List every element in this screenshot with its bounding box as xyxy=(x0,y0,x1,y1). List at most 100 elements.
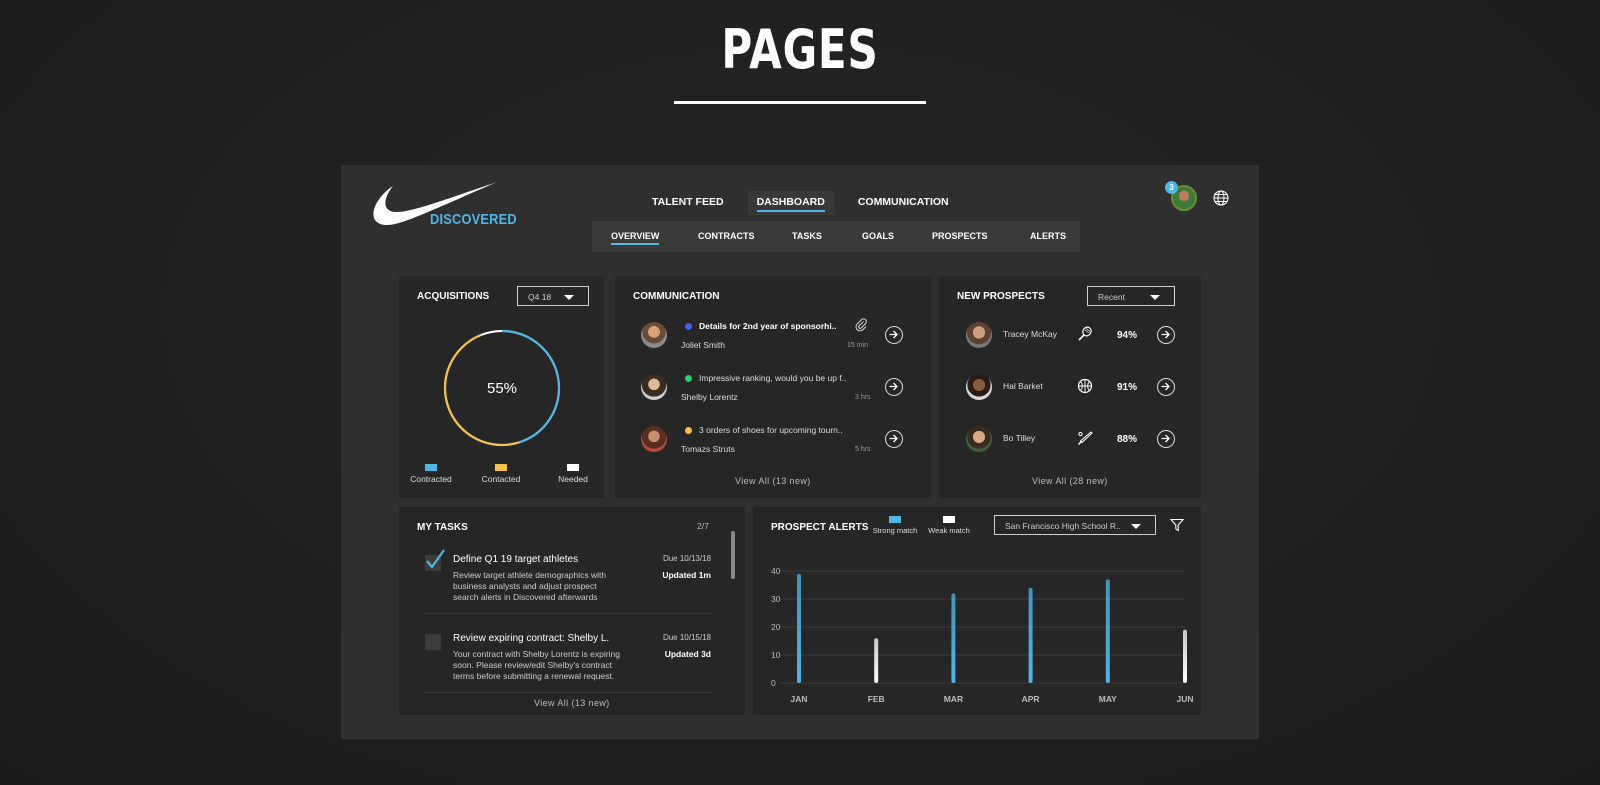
filter-icon[interactable] xyxy=(1170,518,1184,532)
subtab-prospects[interactable]: PROSPECTS xyxy=(932,231,988,241)
subtab-label: ALERTS xyxy=(1030,231,1066,241)
prospect-alerts-card: PROSPECT ALERTS Strong match Weak match … xyxy=(753,507,1201,715)
scrollbar[interactable] xyxy=(731,531,735,579)
bar-apr[interactable] xyxy=(1028,587,1033,683)
message-row[interactable]: 3 orders of shoes for upcoming tourn.. T… xyxy=(615,418,931,468)
checkmark-icon xyxy=(426,549,445,569)
subtab-alerts[interactable]: ALERTS xyxy=(1030,231,1066,241)
unread-dot xyxy=(685,427,692,434)
prospect-sort-dropdown[interactable]: Recent xyxy=(1087,286,1175,306)
match-percent: 88% xyxy=(1117,434,1138,445)
notification-badge[interactable]: 3 xyxy=(1165,181,1178,194)
card-title: ACQUISITIONS xyxy=(417,291,490,302)
message-row[interactable]: Details for 2nd year of sponsorhi.. Joli… xyxy=(615,314,931,364)
open-message-button[interactable] xyxy=(885,326,903,344)
open-message-button[interactable] xyxy=(885,430,903,448)
prospect-name: Tracey McKay xyxy=(1003,329,1058,339)
subtab-contracts[interactable]: CONTRACTS xyxy=(698,231,755,241)
arrow-right-icon xyxy=(1161,382,1170,391)
y-tick-label: 30 xyxy=(771,594,781,604)
bar-may[interactable] xyxy=(1105,579,1110,683)
view-all-messages-link[interactable]: View All (13 new) xyxy=(735,476,811,486)
task-updated: Updated 3d xyxy=(664,649,711,659)
bar-mar[interactable] xyxy=(951,593,956,683)
avatar xyxy=(641,374,667,400)
paperclip-icon xyxy=(855,318,867,332)
dashboard-frame: DISCOVERED TALENT FEED DASHBOARD COMMUNI… xyxy=(341,165,1259,739)
avatar xyxy=(966,374,992,400)
legend-label: Contacted xyxy=(481,474,521,484)
chevron-down-icon xyxy=(564,295,574,300)
x-tick-label: APR xyxy=(1022,694,1040,704)
page-heading: PAGES xyxy=(721,18,879,81)
task-updated: Updated 1m xyxy=(662,570,711,580)
y-tick-label: 40 xyxy=(771,566,781,576)
donut-contacted-arc xyxy=(443,334,520,447)
subtab-goals[interactable]: GOALS xyxy=(862,231,894,241)
avatar xyxy=(966,426,992,452)
legend-swatch xyxy=(889,516,901,523)
subtab-overview[interactable]: OVERVIEW xyxy=(611,231,660,245)
open-prospect-button[interactable] xyxy=(1157,430,1175,448)
donut-contracted-arc xyxy=(501,329,561,444)
subtab-label: GOALS xyxy=(862,231,895,241)
prospect-row[interactable]: Hal Barket 91% xyxy=(939,366,1201,416)
x-tick-label: MAY xyxy=(1099,694,1117,704)
view-all-prospects-link[interactable]: View All (28 new) xyxy=(1032,476,1108,486)
open-prospect-button[interactable] xyxy=(1157,378,1175,396)
prospect-name: Bo Tilley xyxy=(1003,433,1036,443)
task-checkbox[interactable] xyxy=(425,549,445,571)
legend-label: Needed xyxy=(558,474,588,484)
task-due-date: Due 10/15/18 xyxy=(662,633,711,642)
message-row[interactable]: Impressive ranking, would you be up f.. … xyxy=(615,366,931,416)
bar-jun[interactable] xyxy=(1183,629,1187,683)
baseball-bat-icon xyxy=(1078,431,1093,445)
view-all-tasks-link[interactable]: View All (13 new) xyxy=(534,698,610,708)
task-title[interactable]: Review expiring contract: Shelby L. xyxy=(453,633,610,644)
x-tick-label: JUN xyxy=(1176,694,1193,704)
arrow-right-icon xyxy=(1161,434,1170,443)
open-message-button[interactable] xyxy=(885,378,903,396)
acquisitions-donut: 55% xyxy=(443,329,561,447)
legend-contacted: Contacted xyxy=(479,464,523,484)
legend-swatch xyxy=(943,516,955,523)
period-dropdown[interactable]: Q4 18 xyxy=(517,286,589,306)
task-title[interactable]: Define Q1 19 target athletes xyxy=(453,554,579,565)
task-checkbox[interactable] xyxy=(425,634,441,650)
x-tick-label: JAN xyxy=(790,694,807,704)
sub-nav: OVERVIEW CONTRACTS TASKS GOALS PROSPECTS… xyxy=(592,221,1080,252)
legend-weak-match: Weak match xyxy=(927,516,971,535)
task-description: Review target athlete demographics with … xyxy=(453,570,607,602)
message-time: 15 min xyxy=(847,342,869,349)
open-prospect-button[interactable] xyxy=(1157,326,1175,344)
card-title: PROSPECT ALERTS xyxy=(771,522,869,533)
bar-feb[interactable] xyxy=(874,638,879,683)
prospect-name: Hal Barket xyxy=(1003,381,1043,391)
tab-talent-feed[interactable]: TALENT FEED xyxy=(643,191,733,215)
prospect-row[interactable]: Bo Tilley 88% xyxy=(939,418,1201,468)
globe-icon[interactable] xyxy=(1213,190,1229,206)
prospect-row[interactable]: Tracey McKay 94% xyxy=(939,314,1201,364)
tab-communication[interactable]: COMMUNICATION xyxy=(849,191,958,215)
school-filter-dropdown[interactable]: San Francisco High School R.. xyxy=(994,515,1156,535)
tab-label: COMMUNICATION xyxy=(857,196,949,208)
sender-name: Tomazs Struts xyxy=(681,444,735,454)
subtab-tasks[interactable]: TASKS xyxy=(792,231,822,241)
chevron-down-icon xyxy=(1131,524,1141,529)
my-tasks-card: MY TASKS 2/7 Define Q1 19 target athlete… xyxy=(399,507,745,715)
brand-logo[interactable]: DISCOVERED xyxy=(371,181,517,241)
legend-swatch xyxy=(567,464,579,471)
x-tick-label: MAR xyxy=(944,694,963,704)
tab-label: TALENT FEED xyxy=(652,196,724,208)
new-prospects-card: NEW PROSPECTS Recent Tracey McKay 94% Ha… xyxy=(939,276,1201,498)
subtab-label: OVERVIEW xyxy=(611,231,660,245)
tab-dashboard[interactable]: DASHBOARD xyxy=(747,191,834,215)
task-count: 2/7 xyxy=(697,521,709,531)
acquisitions-card: ACQUISITIONS Q4 18 55% Contracted Contac… xyxy=(399,276,604,498)
bar-jan[interactable] xyxy=(797,573,801,683)
sender-name: Shelby Lorentz xyxy=(681,392,738,402)
y-tick-label: 20 xyxy=(771,622,781,632)
y-tick-label: 10 xyxy=(771,650,781,660)
card-title: MY TASKS xyxy=(417,522,468,533)
unread-dot xyxy=(685,375,692,382)
